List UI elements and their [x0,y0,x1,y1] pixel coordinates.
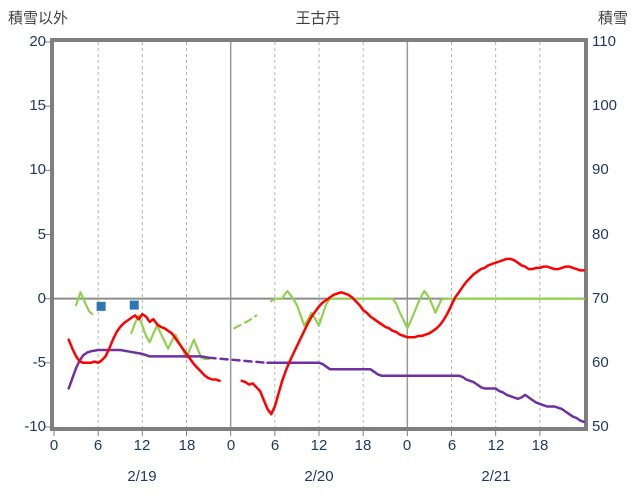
x-tick-h42: 18 [354,437,372,454]
x-tick-h12: 12 [133,437,151,454]
red-line [67,312,221,383]
blue-square-markers [96,301,106,311]
x-tick-h66: 18 [531,437,549,454]
left-axis-title: 積雪以外 [8,10,69,27]
x-tick-h18: 18 [178,437,196,454]
right-tick-110: 110 [592,33,616,50]
right-tick-60: 60 [592,354,609,371]
x-tick-h60: 12 [487,437,505,454]
left-tick--5: -5 [32,354,46,371]
chart-title: 王古丹 [295,10,341,27]
green-line [130,314,210,361]
left-tick-5: 5 [37,226,46,243]
x-tick-h30: 6 [270,437,280,454]
x-tick-h6: 6 [93,437,103,454]
x-tick-h48: 0 [402,437,412,454]
right-tick-80: 80 [592,226,609,243]
left-tick-20: 20 [29,33,46,50]
blue-square-markers [129,300,139,310]
green-line [74,291,94,316]
left-tick-15: 15 [29,97,46,114]
x-tick-h36: 12 [310,437,328,454]
left-tick-10: 10 [29,161,46,178]
date-label-day1: 2/19 [127,468,157,485]
right-tick-70: 70 [592,290,609,307]
x-tick-h0: 0 [49,437,59,454]
purple-line [67,348,210,390]
date-label-day3: 2/21 [481,468,511,485]
right-tick-100: 100 [592,97,618,114]
x-tick-h54: 6 [447,437,457,454]
red-line [240,257,586,416]
right-tick-50: 50 [592,418,609,435]
right-axis-title: 積雪 [597,10,628,27]
green-line [233,314,258,330]
purple-line [207,356,269,365]
x-tick-h24: 0 [226,437,236,454]
left-tick-0: 0 [37,290,46,307]
right-tick-90: 90 [592,161,609,178]
left-tick--10: -10 [24,418,46,435]
date-label-day2: 2/20 [304,468,334,485]
green-line [270,289,586,330]
purple-line [266,361,586,424]
